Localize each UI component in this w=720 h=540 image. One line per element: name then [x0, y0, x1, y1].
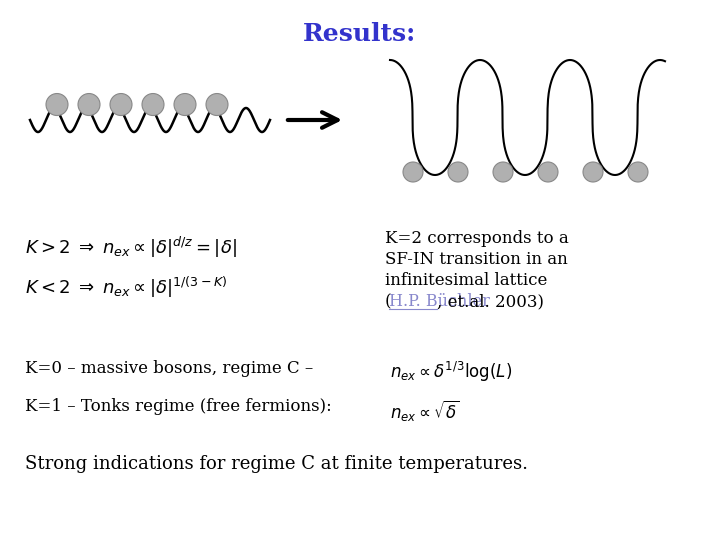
Circle shape	[174, 93, 196, 116]
Circle shape	[110, 93, 132, 116]
Circle shape	[206, 93, 228, 116]
Circle shape	[142, 93, 164, 116]
Circle shape	[538, 162, 558, 182]
Text: $K < 2 \;\Rightarrow\; n_{ex} \propto |\delta|^{1/(3-K)}$: $K < 2 \;\Rightarrow\; n_{ex} \propto |\…	[25, 275, 228, 300]
Text: K=0 – massive bosons, regime C –: K=0 – massive bosons, regime C –	[25, 360, 313, 377]
Text: K=2 corresponds to a: K=2 corresponds to a	[385, 230, 569, 247]
Circle shape	[403, 162, 423, 182]
Text: infinitesimal lattice: infinitesimal lattice	[385, 272, 547, 289]
Circle shape	[493, 162, 513, 182]
Text: $n_{ex} \propto \delta^{1/3} \log(L)$: $n_{ex} \propto \delta^{1/3} \log(L)$	[390, 360, 512, 384]
Circle shape	[583, 162, 603, 182]
Text: Results:: Results:	[303, 22, 417, 46]
Text: $n_{ex} \propto \sqrt{\delta}$: $n_{ex} \propto \sqrt{\delta}$	[390, 398, 459, 423]
Circle shape	[448, 162, 468, 182]
Text: , et.al. 2003): , et.al. 2003)	[437, 293, 544, 310]
Text: $K > 2 \;\Rightarrow\; n_{ex} \propto |\delta|^{d/z} = |\delta|$: $K > 2 \;\Rightarrow\; n_{ex} \propto |\…	[25, 235, 237, 260]
Text: H.P. Büchler: H.P. Büchler	[389, 293, 490, 310]
Circle shape	[78, 93, 100, 116]
Circle shape	[628, 162, 648, 182]
Circle shape	[46, 93, 68, 116]
Text: Strong indications for regime C at finite temperatures.: Strong indications for regime C at finit…	[25, 455, 528, 473]
Text: SF-IN transition in an: SF-IN transition in an	[385, 251, 568, 268]
Text: (: (	[385, 293, 392, 310]
Text: K=1 – Tonks regime (free fermions):: K=1 – Tonks regime (free fermions):	[25, 398, 332, 415]
